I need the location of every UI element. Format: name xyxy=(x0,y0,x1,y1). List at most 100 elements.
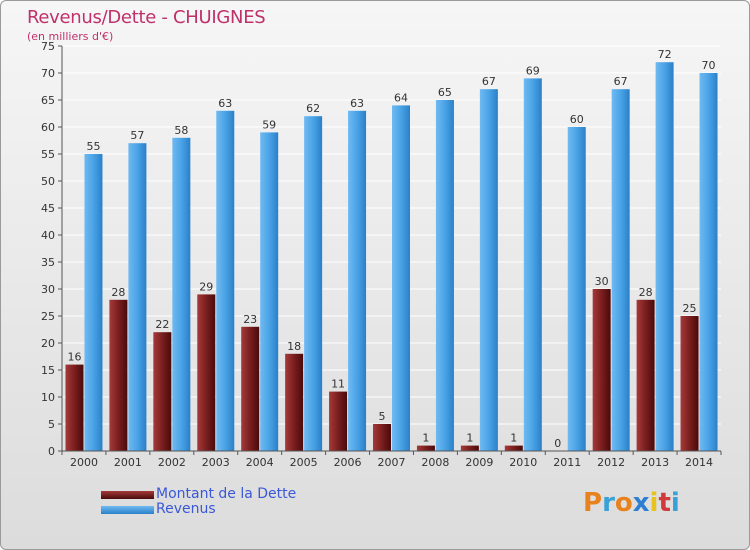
data-label-revenue-2011: 60 xyxy=(570,113,584,126)
data-label-revenue-2010: 69 xyxy=(526,64,540,77)
y-tick-label: 40 xyxy=(41,229,55,242)
bar-revenue-2002 xyxy=(172,137,191,452)
x-tick-label: 2014 xyxy=(685,456,713,469)
bar-revenue-2004 xyxy=(260,132,279,451)
y-tick-label: 75 xyxy=(41,40,55,53)
data-label-revenue-2000: 55 xyxy=(86,140,100,153)
y-tick-label: 60 xyxy=(41,121,55,134)
logo-letter: P xyxy=(583,488,603,518)
y-tick-label: 45 xyxy=(41,202,55,215)
x-tick-label: 2007 xyxy=(378,456,406,469)
legend-swatch-revenue xyxy=(101,505,154,514)
data-label-debt-2008: 1 xyxy=(422,432,429,445)
data-label-debt-2007: 5 xyxy=(379,410,386,423)
bar-debt-2008 xyxy=(416,445,435,451)
legend-label-debt: Montant de la Dette xyxy=(156,486,297,502)
data-label-revenue-2006: 63 xyxy=(350,97,364,110)
chart-title: Revenus/Dette - CHUIGNES xyxy=(27,7,266,28)
data-label-revenue-2004: 59 xyxy=(262,118,276,131)
chart-legend: Montant de la Dette Revenus xyxy=(101,487,296,517)
logo-letter: o xyxy=(614,488,633,518)
bar-debt-2005 xyxy=(285,353,304,451)
bar-revenue-2001 xyxy=(128,143,147,451)
y-tick-label: 25 xyxy=(41,310,55,323)
data-label-revenue-2014: 70 xyxy=(702,59,716,72)
y-tick-label: 10 xyxy=(41,391,55,404)
bar-revenue-2003 xyxy=(216,110,235,452)
bar-debt-2004 xyxy=(241,326,260,451)
bar-revenue-2013 xyxy=(655,62,674,451)
y-tick-label: 65 xyxy=(41,94,55,107)
y-tick-label: 70 xyxy=(41,67,55,80)
bar-revenue-2005 xyxy=(304,116,323,451)
bar-revenue-2007 xyxy=(392,105,410,452)
bar-debt-2003 xyxy=(197,294,216,451)
bar-debt-2013 xyxy=(636,299,655,451)
bar-revenue-2014 xyxy=(699,73,718,451)
data-label-debt-2013: 28 xyxy=(639,286,653,299)
y-tick-label: 20 xyxy=(41,337,55,350)
y-tick-label: 0 xyxy=(48,445,55,458)
bar-revenue-2008 xyxy=(435,100,454,451)
x-tick-label: 2001 xyxy=(114,456,142,469)
legend-item-revenue: Revenus xyxy=(101,502,296,517)
bar-debt-2012 xyxy=(592,289,611,451)
bar-debt-2002 xyxy=(153,332,172,451)
x-tick-label: 2013 xyxy=(641,456,669,469)
legend-swatch-debt xyxy=(101,490,154,499)
x-tick-label: 2010 xyxy=(509,456,537,469)
data-label-debt-2012: 30 xyxy=(595,275,609,288)
y-tick-label: 35 xyxy=(41,256,55,269)
bar-revenue-2009 xyxy=(479,89,498,451)
data-label-revenue-2009: 67 xyxy=(482,75,496,88)
y-tick-label: 50 xyxy=(41,175,55,188)
logo-letter: i xyxy=(670,488,680,518)
y-tick-label: 15 xyxy=(41,364,55,377)
y-tick-label: 5 xyxy=(48,418,55,431)
data-label-debt-2005: 18 xyxy=(287,340,301,353)
bar-revenue-2010 xyxy=(523,78,542,452)
data-label-revenue-2005: 62 xyxy=(306,102,320,115)
bar-revenue-2006 xyxy=(348,110,367,452)
logo-letter: x xyxy=(632,488,650,518)
x-tick-label: 2000 xyxy=(70,456,98,469)
proxiti-logo: Proxiti xyxy=(583,488,680,518)
bar-debt-2000 xyxy=(65,364,84,451)
y-tick-label: 55 xyxy=(41,148,55,161)
bar-debt-2009 xyxy=(460,445,479,451)
bar-revenue-2000 xyxy=(84,154,103,451)
x-tick-label: 2006 xyxy=(334,456,362,469)
x-tick-label: 2003 xyxy=(202,456,230,469)
bar-debt-2014 xyxy=(680,316,699,451)
data-label-revenue-2001: 57 xyxy=(130,129,144,142)
data-label-debt-2006: 11 xyxy=(331,378,345,391)
x-tick-label: 2009 xyxy=(465,456,493,469)
data-label-debt-2001: 28 xyxy=(111,286,125,299)
data-label-debt-2010: 1 xyxy=(510,432,517,445)
x-tick-label: 2008 xyxy=(421,456,449,469)
data-label-revenue-2008: 65 xyxy=(438,86,452,99)
data-label-revenue-2013: 72 xyxy=(658,48,672,61)
data-label-debt-2002: 22 xyxy=(155,318,169,331)
logo-letter: i xyxy=(649,488,659,518)
bar-revenue-2012 xyxy=(611,89,630,451)
logo-letter: r xyxy=(602,488,615,518)
data-label-revenue-2007: 64 xyxy=(394,91,408,104)
x-tick-label: 2004 xyxy=(246,456,274,469)
bar-debt-2010 xyxy=(504,445,523,451)
bar-debt-2001 xyxy=(109,299,128,451)
bar-debt-2006 xyxy=(329,391,348,451)
legend-label-revenue: Revenus xyxy=(156,501,216,517)
logo-letter: t xyxy=(658,488,671,518)
x-tick-label: 2011 xyxy=(553,456,581,469)
x-tick-label: 2002 xyxy=(158,456,186,469)
y-tick-label: 30 xyxy=(41,283,55,296)
data-label-debt-2003: 29 xyxy=(199,280,213,293)
chart-subtitle: (en milliers d'€) xyxy=(27,30,114,43)
data-label-debt-2014: 25 xyxy=(683,302,697,315)
data-label-debt-2011: 0 xyxy=(554,437,561,450)
data-label-debt-2009: 1 xyxy=(466,432,473,445)
data-label-debt-2000: 16 xyxy=(67,351,81,364)
